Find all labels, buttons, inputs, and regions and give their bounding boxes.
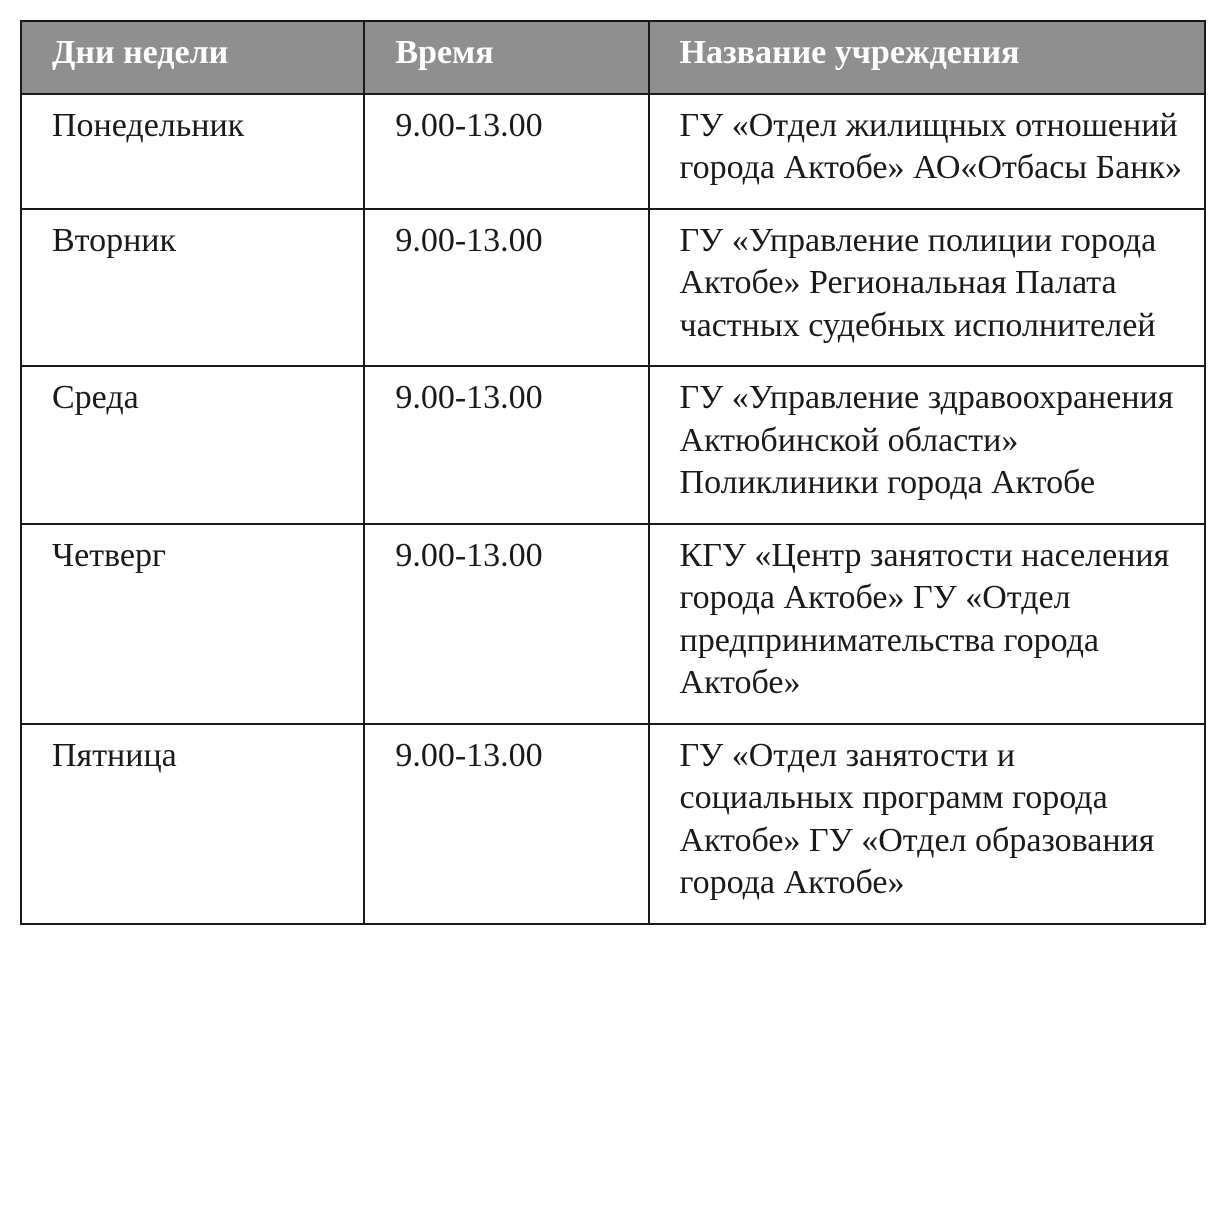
cell-time: 9.00-13.00 bbox=[364, 209, 648, 367]
cell-day: Четверг bbox=[21, 524, 364, 724]
col-header-day: Дни недели bbox=[21, 21, 364, 94]
col-header-time: Время bbox=[364, 21, 648, 94]
cell-day: Вторник bbox=[21, 209, 364, 367]
cell-institution: КГУ «Центр занятости населения города Ак… bbox=[649, 524, 1205, 724]
cell-time: 9.00-13.00 bbox=[364, 524, 648, 724]
cell-day: Понедельник bbox=[21, 94, 364, 209]
cell-time: 9.00-13.00 bbox=[364, 94, 648, 209]
cell-day: Пятница bbox=[21, 724, 364, 924]
table-row: Среда 9.00-13.00 ГУ «Управление здравоох… bbox=[21, 366, 1205, 524]
cell-institution: ГУ «Управление полиции города Актобе» Ре… bbox=[649, 209, 1205, 367]
table-row: Четверг 9.00-13.00 КГУ «Центр занятости … bbox=[21, 524, 1205, 724]
table-body: Понедельник 9.00-13.00 ГУ «Отдел жилищны… bbox=[21, 94, 1205, 924]
cell-day: Среда bbox=[21, 366, 364, 524]
table-row: Понедельник 9.00-13.00 ГУ «Отдел жилищны… bbox=[21, 94, 1205, 209]
cell-institution: ГУ «Отдел жилищных отношений города Акто… bbox=[649, 94, 1205, 209]
schedule-table: Дни недели Время Название учреждения Пон… bbox=[20, 20, 1206, 925]
cell-institution: ГУ «Управление здравоохранения Актюбинск… bbox=[649, 366, 1205, 524]
cell-institution: ГУ «Отдел занятости и социальных програм… bbox=[649, 724, 1205, 924]
table-row: Вторник 9.00-13.00 ГУ «Управление полици… bbox=[21, 209, 1205, 367]
cell-time: 9.00-13.00 bbox=[364, 366, 648, 524]
table-row: Пятница 9.00-13.00 ГУ «Отдел занятости и… bbox=[21, 724, 1205, 924]
cell-time: 9.00-13.00 bbox=[364, 724, 648, 924]
col-header-institution: Название учреждения bbox=[649, 21, 1205, 94]
table-header: Дни недели Время Название учреждения bbox=[21, 21, 1205, 94]
